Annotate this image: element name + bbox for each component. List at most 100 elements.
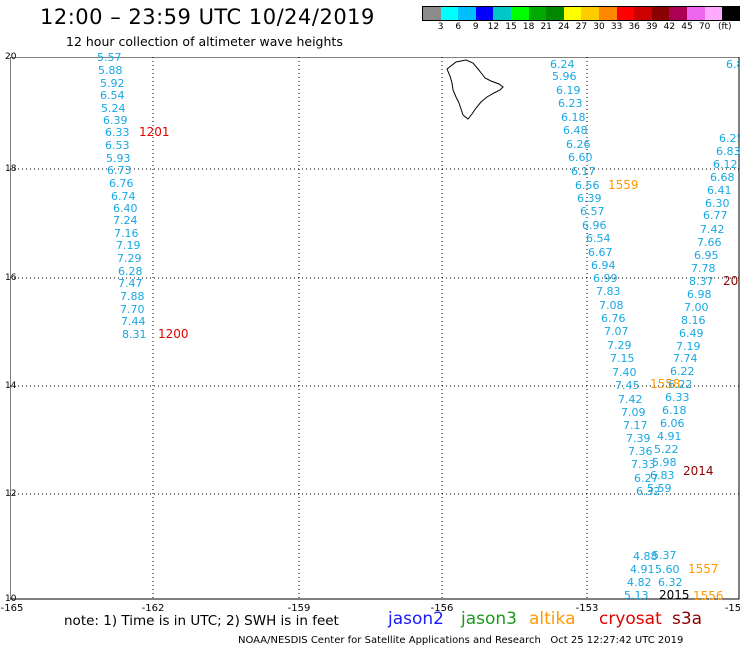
wave-height-label: 7.08: [599, 299, 624, 312]
map-grid: [10, 57, 740, 600]
legend-tick-label: 70: [698, 22, 711, 32]
legend-tick-label: 45: [681, 22, 693, 32]
wave-height-label: 6.19: [556, 84, 581, 97]
wave-height-label: 6.32: [636, 485, 661, 498]
wave-height-label: 6.57: [580, 205, 605, 218]
legend-tick-label: 27: [575, 22, 588, 32]
wave-height-label: 7.15: [610, 352, 635, 365]
wave-height-label: 8.37: [689, 275, 714, 288]
legend-tick-label: 9: [472, 22, 479, 32]
legend-swatch: [458, 7, 476, 20]
footer-credit: NOAA/NESDIS Center for Satellite Applica…: [238, 635, 683, 646]
satellite-legend-item: jason3: [461, 609, 517, 629]
legend-swatch: [704, 7, 723, 20]
wave-height-label: 7.45: [615, 379, 640, 392]
wave-height-label: 7.29: [117, 252, 142, 265]
legend-swatch: [598, 7, 617, 20]
wave-height-label: 7.29: [607, 339, 632, 352]
legend-tick-label: 12: [487, 22, 500, 32]
legend-tick-label: 6: [455, 22, 462, 32]
satellite-legend-item: jason2: [388, 609, 444, 629]
lat-label-18: 18: [5, 164, 17, 174]
wave-height-label: 8.31: [122, 328, 147, 341]
legend-swatch: [616, 7, 635, 20]
wave-height-label: 6.33: [105, 126, 130, 139]
wave-height-label: 6.88: [726, 58, 740, 71]
lat-label-20: 20: [5, 52, 17, 62]
wave-height-label: 6.53: [105, 139, 130, 152]
legend-swatch: [475, 7, 494, 20]
wave-height-label: 7.70: [120, 303, 145, 316]
wave-height-label: 7.33: [631, 458, 656, 471]
legend-unit: (ft): [718, 22, 732, 32]
lon-label-159: -159: [287, 603, 311, 614]
lat-label-10: 10: [5, 594, 17, 604]
wave-height-label: 4.91: [657, 430, 682, 443]
wave-height-label: 4.91: [630, 563, 655, 576]
wave-height-label: 6.39: [577, 192, 602, 205]
track-time-label: 1559: [608, 178, 639, 192]
legend-swatch: [440, 7, 459, 20]
wave-height-label: 7.88: [120, 290, 145, 303]
wave-height-label: 6.41: [707, 184, 732, 197]
legend-tick-label: 18: [522, 22, 535, 32]
wave-height-label: 6.68: [710, 171, 735, 184]
wave-height-label: 5.92: [100, 77, 125, 90]
legend-tick-label: 33: [610, 22, 623, 32]
legend-swatch: [528, 7, 547, 20]
lat-label-14: 14: [5, 381, 17, 391]
wave-height-label: 7.07: [604, 325, 629, 338]
wave-height-label: 7.19: [116, 239, 141, 252]
wave-height-label: 6.74: [111, 190, 136, 203]
wave-height-label: 6.18: [561, 111, 586, 124]
wave-height-label: 7.42: [618, 393, 643, 406]
legend-tick-label: 15: [505, 22, 517, 32]
wave-height-label: 6.06: [660, 417, 685, 430]
legend-swatch: [651, 7, 670, 20]
track-time-label: 1201: [139, 125, 170, 139]
wave-height-label: 6.33: [665, 391, 690, 404]
wave-height-label: 5.13: [624, 589, 649, 602]
wave-height-label: 6.25: [719, 132, 740, 145]
wave-height-label: 6.32: [658, 576, 683, 589]
track-time-label: 20: [723, 274, 739, 288]
wave-height-label: 6.30: [705, 197, 730, 210]
wave-height-label: 7.74: [673, 352, 698, 365]
legend-swatch: [423, 7, 441, 20]
legend-swatch: [493, 7, 511, 20]
wave-height-label: 5.24: [101, 102, 126, 115]
wave-height-label: 5.98: [652, 456, 677, 469]
map-panel: [10, 57, 740, 600]
wave-height-label: 5.57: [97, 51, 122, 64]
lat-label-16: 16: [5, 273, 17, 283]
lat-label-12: 12: [5, 489, 17, 499]
wave-height-label: 6.17: [571, 165, 596, 178]
wave-height-label: 6.40: [113, 202, 138, 215]
wave-height-label: 5.88: [98, 64, 123, 77]
wave-height-label: 5.22: [654, 443, 679, 456]
wave-height-label: 7.42: [700, 223, 725, 236]
wave-height-label: 6.22: [670, 365, 695, 378]
satellite-legend-item: s3a: [672, 609, 703, 629]
wave-height-label: 6.18: [662, 404, 687, 417]
wave-height-label: 5.93: [106, 152, 131, 165]
footer-credit-text: NOAA/NESDIS Center for Satellite Applica…: [238, 635, 541, 646]
wave-height-label: 5.37: [652, 549, 677, 562]
wave-height-label: 6.73: [107, 164, 132, 177]
legend-swatch: [563, 7, 582, 20]
wave-height-label: 7.39: [626, 432, 651, 445]
wave-height-label: 6.28: [118, 265, 143, 278]
wave-height-label: 8.16: [681, 314, 706, 327]
track-time-label: 2015: [659, 588, 690, 602]
footer-timestamp: Oct 25 12:27:42 UTC 2019: [550, 635, 684, 646]
wave-height-label: 7.66: [697, 236, 722, 249]
legend-swatch: [686, 7, 705, 20]
wave-height-label: 4.88: [633, 550, 658, 563]
wave-height-label: 7.16: [114, 227, 139, 240]
wave-height-label: 6.98: [687, 288, 712, 301]
wave-height-label: 7.09: [621, 406, 646, 419]
wave-height-label: 6.56: [575, 179, 600, 192]
wave-height-label: 6.77: [703, 209, 728, 222]
wave-height-label: 7.17: [623, 419, 648, 432]
lon-label-150: -15: [724, 603, 740, 614]
